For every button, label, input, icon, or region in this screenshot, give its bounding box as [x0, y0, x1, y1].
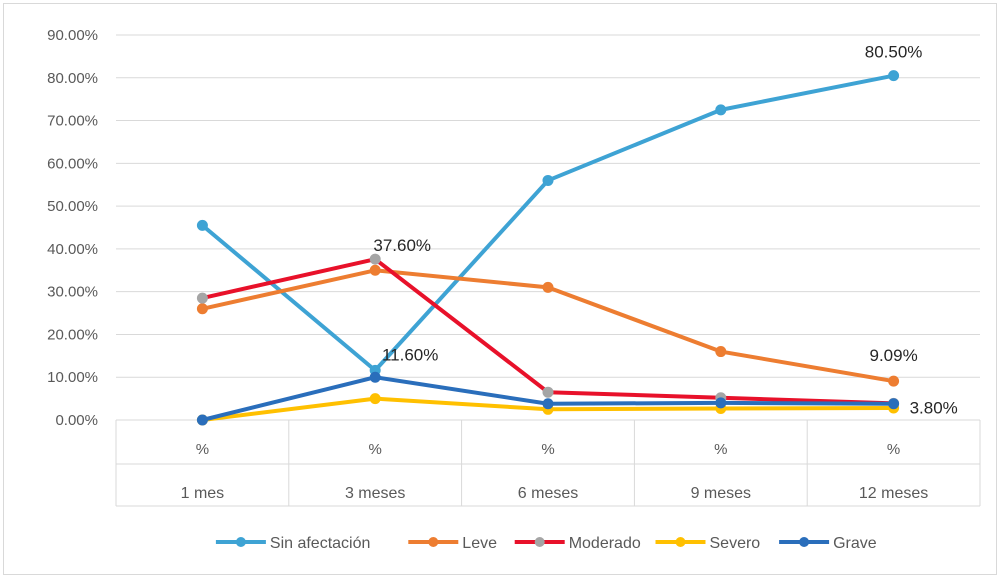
legend-label: Leve: [462, 535, 497, 552]
y-tick-label: 50.00%: [47, 198, 98, 215]
y-tick-label: 10.00%: [47, 369, 98, 386]
y-tick-label: 0.00%: [55, 412, 98, 429]
y-tick-label: 40.00%: [47, 241, 98, 258]
legend-label: Severo: [710, 535, 761, 552]
chart-frame: 0.00% 10.00% 20.00% 30.00% 40.00% 50.00% 60.00…: [3, 3, 997, 575]
legend-item: Grave: [779, 535, 877, 552]
data-point: [542, 386, 554, 398]
legend-item: Severo: [655, 535, 761, 552]
x-tick-label: 9 meses: [691, 485, 751, 502]
y-tick-label: 60.00%: [47, 155, 98, 172]
x-tick-label: 6 meses: [518, 485, 578, 502]
x-tick-label: 12 meses: [859, 485, 928, 502]
data-point: [888, 398, 900, 410]
data-point: [542, 174, 554, 186]
legend-label: Sin afectación: [270, 535, 371, 552]
data-label: 11.60%: [382, 345, 438, 364]
data-point: [369, 371, 381, 383]
line-chart: 0.00% 10.00% 20.00% 30.00% 40.00% 50.00% 60.00…: [47, 27, 981, 552]
y-tick-label: 90.00%: [47, 27, 98, 44]
data-point: [542, 398, 554, 410]
category-header-label: %: [714, 441, 727, 458]
legend-marker: [235, 537, 246, 547]
category-header-label: %: [369, 441, 382, 458]
y-tick-label: 30.00%: [47, 284, 98, 301]
data-point: [542, 281, 554, 293]
data-point: [715, 397, 727, 409]
y-tick-label: 70.00%: [47, 113, 98, 130]
category-header-label: %: [541, 441, 554, 458]
data-point: [369, 264, 381, 276]
legend-marker: [534, 537, 545, 547]
data-point: [196, 219, 208, 231]
data-point: [888, 375, 900, 387]
category-header-label: %: [196, 441, 209, 458]
data-label: 80.50%: [865, 43, 923, 62]
data-point: [369, 393, 381, 405]
data-point: [715, 104, 727, 116]
legend-item: Leve: [408, 535, 497, 552]
y-tick-label: 20.00%: [47, 326, 98, 343]
data-point: [715, 346, 727, 358]
y-tick-label: 80.00%: [47, 70, 98, 87]
legend-marker: [799, 537, 810, 547]
data-label: 9.09%: [869, 346, 917, 365]
legend-label: Moderado: [569, 535, 641, 552]
data-point: [196, 292, 208, 304]
x-tick-label: 3 meses: [345, 485, 405, 502]
data-label: 37.60%: [373, 236, 431, 255]
data-point: [196, 414, 208, 426]
x-tick-label: 1 mes: [181, 485, 225, 502]
legend-marker: [428, 537, 439, 547]
data-point: [888, 70, 900, 82]
legend-item: Moderado: [514, 535, 641, 552]
legend-marker: [675, 537, 686, 547]
category-header-label: %: [887, 441, 900, 458]
series-line: [200, 257, 896, 406]
data-label: 3.80%: [910, 399, 958, 418]
legend-item: Sin afectación: [215, 535, 371, 552]
legend-label: Grave: [833, 535, 877, 552]
series-line: [200, 73, 896, 373]
data-point: [196, 303, 208, 315]
data-point: [369, 253, 381, 265]
